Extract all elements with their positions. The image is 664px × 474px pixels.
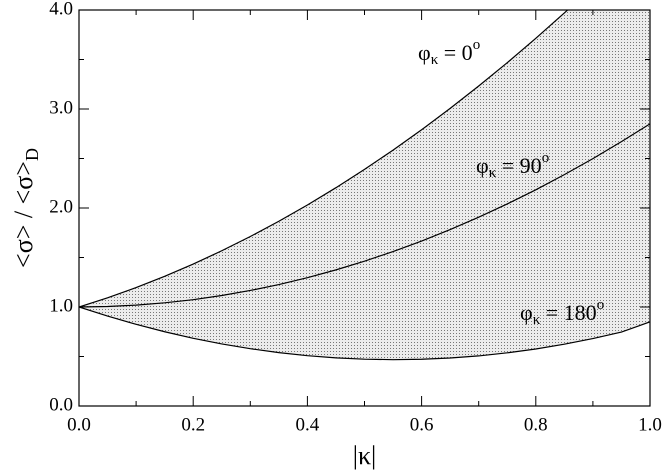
x-tick-label: 0.4	[296, 414, 320, 435]
y-axis-label: <σ> / <σ>D	[9, 148, 42, 268]
y-tick-label: 0.0	[49, 394, 73, 415]
shaded-region	[79, 10, 650, 360]
annotation-symbol: φ	[418, 40, 431, 65]
annotation-symbol: φ	[520, 300, 533, 325]
x-tick-label: 0.2	[181, 414, 205, 435]
x-tick-label: 0.8	[524, 414, 548, 435]
curve	[79, 123, 650, 308]
y-tick-label: 4.0	[49, 0, 73, 19]
y-tick-label: 2.0	[49, 196, 73, 217]
annotation: φκ = 180o	[520, 297, 604, 328]
x-tick-label: 0.6	[410, 414, 434, 435]
x-axis-label: |κ|	[353, 441, 377, 470]
x-tick-label: 0.0	[67, 414, 91, 435]
y-tick-label: 1.0	[49, 295, 73, 316]
annotation: φκ = 90o	[476, 150, 549, 181]
annotation-subscript: κ	[489, 165, 497, 181]
annotation-subscript: κ	[431, 52, 439, 68]
y-axis-label-subscript: D	[22, 148, 42, 161]
annotation-superscript: o	[542, 150, 550, 166]
annotation-text: = 90	[496, 153, 541, 178]
annotation: φκ = 0o	[418, 37, 480, 68]
curve	[79, 10, 569, 308]
annotation-superscript: o	[597, 297, 605, 313]
curve	[79, 306, 650, 361]
annotation-symbol: φ	[476, 153, 489, 178]
annotation-text: = 180	[540, 300, 596, 325]
annotation-subscript: κ	[533, 312, 541, 328]
annotation-text: = 0	[438, 40, 472, 65]
y-tick-label: 3.0	[49, 97, 73, 118]
y-axis-label-main: <σ> / <σ>	[9, 161, 38, 268]
plot-area	[79, 10, 650, 361]
annotation-superscript: o	[473, 37, 481, 53]
x-tick-label: 1.0	[638, 414, 662, 435]
